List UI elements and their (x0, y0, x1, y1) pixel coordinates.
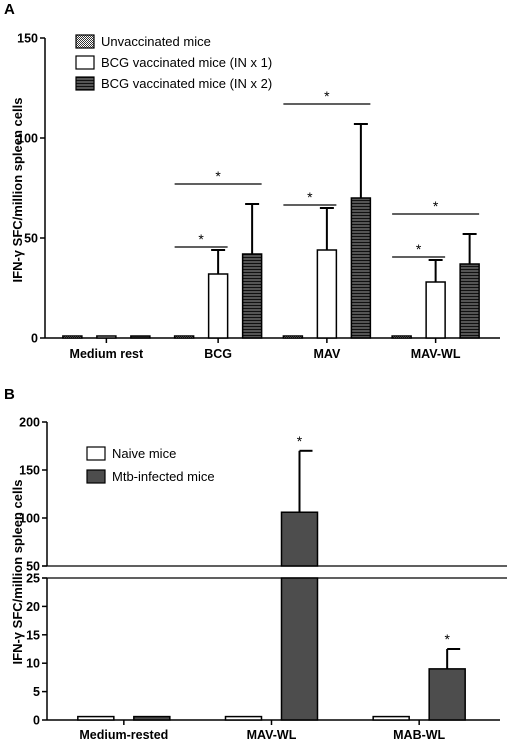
panel-b-ylabel: IFN-γ SFC/million spleen cells (10, 480, 25, 665)
y-tick-label-lower-25: 25 (26, 572, 40, 586)
bar-mav-wl-naive-mice (224, 715, 263, 721)
bar-bcg-bcg-vaccinated-mice-in-x-1 (207, 273, 229, 339)
panel-b-plot: 50 100 150 200 0 5 10 15 20 25 Medium-rested MAV-WL… (19, 416, 507, 742)
bar-bcg-bcg-vaccinated-mice-in-x-2 (241, 253, 263, 339)
bar-mav-wl-bcg-vaccinated-mice-in-x-1 (425, 281, 446, 339)
y-tick-label-upper-50: 50 (26, 560, 40, 574)
legend-label-bcg-in2: BCG vaccinated mice (IN x 2) (101, 76, 272, 91)
bar-medium-rested-naive-mice (77, 715, 115, 721)
legend-label-naive: Naive mice (112, 446, 176, 461)
x-tick-label-mav-wl: MAV-WL (247, 728, 297, 742)
bar-upper-segment-mav-wl-mtb-infected-mice (280, 511, 319, 567)
x-tick-label-medium-rest: Medium rest (70, 347, 144, 361)
x-tick-label-mav: MAV (313, 347, 341, 361)
bar-mav-wl-unvaccinated-mice (391, 335, 412, 339)
legend-label-bcg-in1: BCG vaccinated mice (IN x 1) (101, 55, 272, 70)
legend-swatch-mtb (86, 469, 106, 484)
bar-lower-segment-mav-wl-mtb-infected-mice (280, 577, 319, 721)
y-tick-label-0: 0 (31, 332, 38, 346)
y-tick-label-upper-100: 100 (19, 512, 40, 526)
y-tick-label-lower-0: 0 (33, 714, 40, 728)
legend-label-unvaccinated: Unvaccinated mice (101, 34, 211, 49)
sig-star-mab-wl-mtb-infected-mice: * (444, 631, 450, 647)
y-tick-label-50: 50 (24, 232, 38, 246)
x-tick-label-bcg: BCG (204, 347, 232, 361)
x-tick-label-mab-wl: MAB-WL (393, 728, 445, 742)
bar-mav-bcg-vaccinated-mice-in-x-2 (350, 197, 372, 339)
x-tick-label-medium-rested: Medium-rested (79, 728, 168, 742)
sig-star-bcg-0: * (198, 231, 204, 247)
sig-star-mav-1: * (324, 88, 330, 104)
legend-swatch-bcg-in2 (75, 76, 95, 91)
bar-mav-wl-bcg-vaccinated-mice-in-x-2 (459, 263, 480, 339)
legend-swatch-bcg-in1 (75, 55, 95, 70)
bar-bcg-unvaccinated-mice (173, 335, 195, 339)
sig-star-mav-wl-mtb-infected-mice: * (297, 433, 303, 449)
y-tick-label-upper-200: 200 (19, 416, 40, 430)
bar-mab-wl-mtb-infected-mice (428, 668, 466, 721)
sig-star-bcg-1: * (215, 168, 221, 184)
panel-a-ylabel: IFN-γ SFC/million spleen cells (10, 98, 25, 283)
bar-mav-unvaccinated-mice (282, 335, 304, 339)
bar-mab-wl-naive-mice (372, 715, 410, 721)
legend-label-mtb: Mtb-infected mice (112, 469, 215, 484)
bar-medium-rested-mtb-infected-mice (133, 715, 171, 721)
y-tick-label-lower-10: 10 (26, 657, 40, 671)
x-tick-label-mav-wl: MAV-WL (411, 347, 461, 361)
y-tick-label-upper-150: 150 (19, 464, 40, 478)
sig-star-mav-wl-1: * (433, 198, 439, 214)
legend-swatch-naive (86, 446, 106, 461)
bar-medium-rest-bcg-vaccinated-mice-in-x-1 (96, 335, 117, 339)
panel-a-label: A (4, 1, 15, 18)
y-tick-label-150: 150 (17, 32, 38, 46)
bar-mav-bcg-vaccinated-mice-in-x-1 (316, 249, 338, 339)
legend-swatch-unvaccinated (75, 34, 95, 49)
y-tick-label-lower-20: 20 (26, 600, 40, 614)
panel-a-legend: Unvaccinated mice BCG vaccinated mice (I… (75, 34, 272, 91)
sig-star-mav-0: * (307, 189, 313, 205)
panel-a-plot: 0 50 100 150 Medium rest BCG * * MAV * * MAV-WL * * (17, 32, 500, 361)
sig-star-mav-wl-0: * (416, 241, 422, 257)
y-tick-label-lower-5: 5 (33, 685, 40, 699)
bar-medium-rest-unvaccinated-mice (62, 335, 83, 339)
bar-medium-rest-bcg-vaccinated-mice-in-x-2 (130, 335, 151, 339)
panel-b-legend: Naive mice Mtb-infected mice (86, 446, 215, 484)
y-tick-label-lower-15: 15 (26, 628, 40, 642)
y-tick-label-100: 100 (17, 132, 38, 146)
panel-b-label: B (4, 386, 15, 403)
